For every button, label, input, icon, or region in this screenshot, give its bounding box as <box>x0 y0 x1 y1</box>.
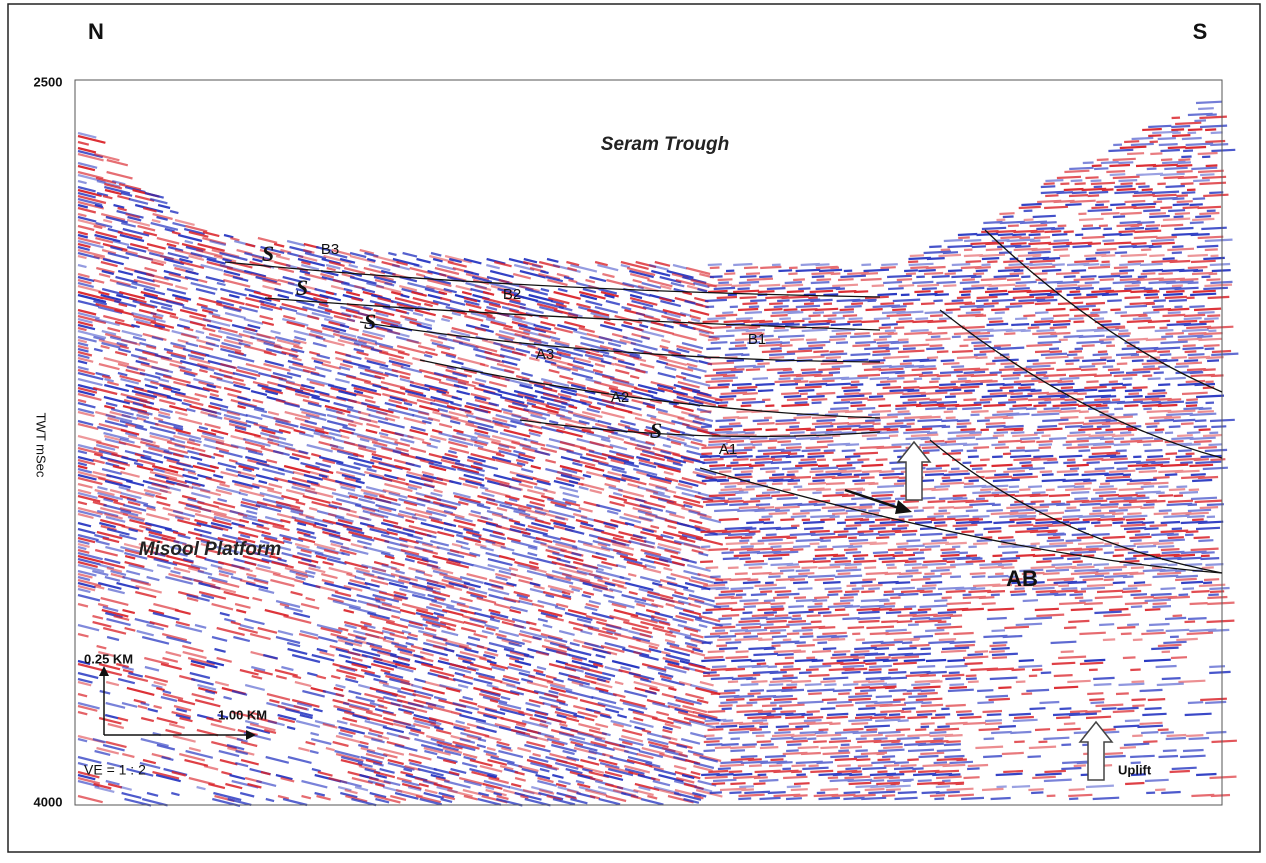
axis-bottom: 4000 <box>34 794 63 809</box>
reflector <box>1188 114 1217 115</box>
horizon-label: B1 <box>748 331 766 348</box>
scale-label: 1.00 KM <box>218 707 267 722</box>
reflector <box>1148 126 1227 127</box>
region-label: Seram Trough <box>601 134 729 155</box>
sequence-mark: S <box>364 309 376 334</box>
sequence-mark: S <box>650 418 662 443</box>
horizon-label: A2 <box>611 389 629 406</box>
axis-top: 2500 <box>34 74 63 89</box>
sequence-mark: S <box>262 241 274 266</box>
horizon-label: A3 <box>536 346 554 363</box>
reflector <box>1198 108 1214 109</box>
reflector <box>1132 138 1202 139</box>
figure: N S 2500 4000 TWT mSec Seram Trough Miso… <box>0 0 1266 858</box>
reflector <box>1142 129 1216 130</box>
frame <box>8 4 1260 852</box>
reflector <box>1194 120 1206 121</box>
horizon-label: B3 <box>321 241 339 258</box>
scale-label: 0.25 KM <box>84 651 133 666</box>
ve-label: VE = 1 : 2 <box>84 762 146 778</box>
reflector <box>1175 123 1201 124</box>
axis-label: TWT mSec <box>34 413 49 478</box>
south-label: S <box>1193 19 1208 44</box>
uplift-label: Uplift <box>1118 762 1152 777</box>
horizon-label: A1 <box>719 441 737 458</box>
region-label: Misool Platform <box>139 539 282 560</box>
north-label: N <box>88 19 104 44</box>
reflector <box>1196 102 1222 103</box>
block-label: AB <box>1006 566 1038 591</box>
sequence-mark: S <box>296 275 308 300</box>
horizon-label: B2 <box>503 286 521 303</box>
